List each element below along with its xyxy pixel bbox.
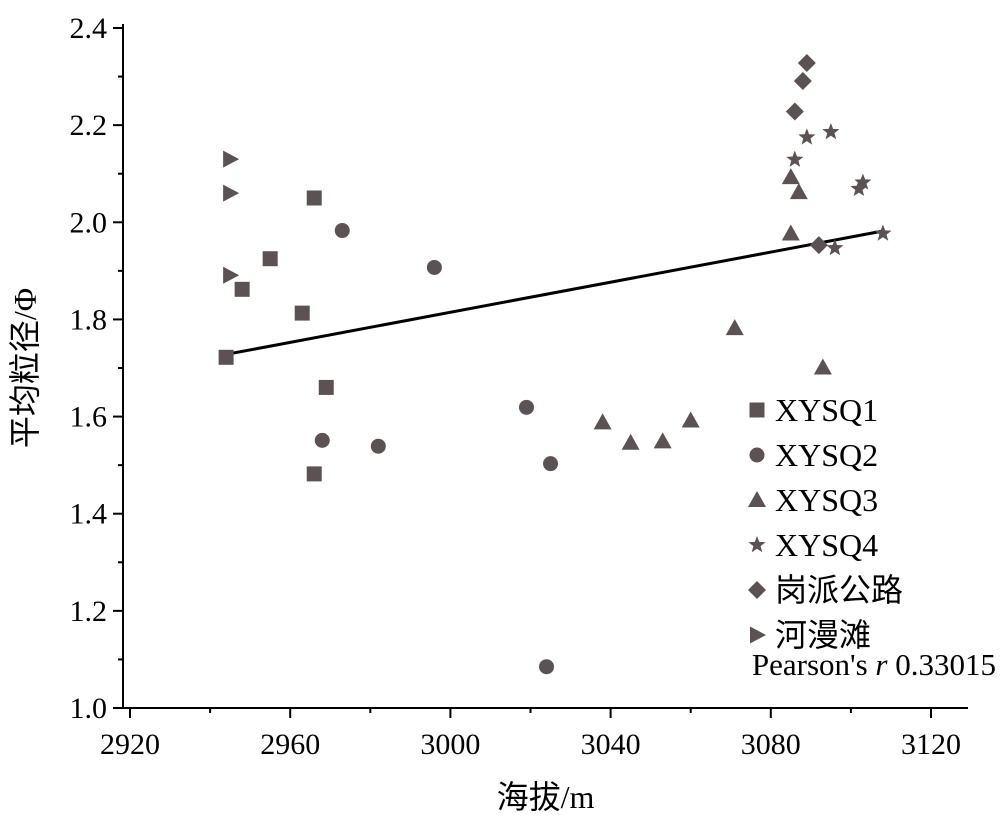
y-tick-label: 2.2 (70, 109, 108, 142)
point-triangle-right (223, 184, 240, 202)
point-circle (426, 259, 442, 275)
point-triangle (653, 432, 672, 449)
x-tick-label: 2920 (100, 728, 160, 761)
x-tick-label: 3120 (901, 728, 961, 761)
point-diamond (809, 236, 828, 255)
x-tick-label: 3040 (581, 728, 641, 761)
point-square (294, 305, 310, 321)
point-triangle (781, 224, 800, 241)
series-circle (314, 223, 559, 675)
plot-area: 2920 2960 3000 3040 3080 3120 1.0 1.2 1.4 1.6 1.8… (70, 12, 968, 761)
legend-marker-triangle-right (750, 626, 766, 644)
legend-item: XYSQ1 (749, 392, 878, 428)
series-triangle-right (223, 150, 240, 284)
legend-marker-circle (749, 447, 765, 463)
point-triangle (781, 168, 800, 185)
point-circle (543, 456, 559, 472)
y-tick-label: 1.8 (70, 303, 108, 336)
point-circle (518, 399, 534, 415)
fit-line (225, 229, 884, 356)
point-triangle (725, 319, 744, 336)
point-triangle (593, 413, 612, 430)
legend-item: 河漫滩 (750, 617, 871, 653)
y-tick-label: 1.0 (70, 692, 108, 725)
pearson-value: 0.33015 (888, 647, 997, 682)
y-tick-label: 1.2 (70, 595, 108, 628)
point-star (822, 122, 840, 140)
data-points (218, 53, 892, 675)
point-star (826, 239, 844, 256)
series-square (218, 190, 334, 482)
legend-label: 岗派公路 (775, 572, 903, 608)
point-square (306, 466, 322, 482)
point-diamond (785, 102, 804, 121)
legend-marker-square (749, 402, 765, 418)
point-triangle-right (223, 266, 240, 284)
point-diamond (793, 71, 812, 90)
y-axis-title: 平均粒径/Φ (7, 288, 43, 448)
point-square (234, 281, 250, 297)
y-tick-label: 2.4 (70, 12, 108, 45)
point-square (306, 190, 322, 206)
point-circle (334, 223, 350, 239)
legend-label: XYSQ4 (775, 527, 878, 563)
point-triangle (813, 358, 832, 375)
fit-line-group (225, 229, 884, 356)
series-star (786, 122, 892, 256)
y-tick-label: 1.4 (70, 498, 108, 531)
pearson-prefix: Pearson's (752, 647, 876, 682)
point-circle (539, 659, 555, 675)
point-circle (314, 432, 330, 448)
point-star (874, 224, 892, 241)
pearson-annotation: Pearson's r 0.33015 (752, 647, 996, 682)
legend-item: XYSQ4 (748, 527, 878, 563)
legend-label: XYSQ2 (775, 437, 878, 473)
y-tick-label: 2.0 (70, 206, 108, 239)
legend-label: XYSQ3 (775, 482, 878, 518)
legend-label: XYSQ1 (775, 392, 878, 428)
legend-label: 河漫滩 (775, 617, 871, 653)
point-star (798, 128, 816, 145)
y-tick-label: 1.6 (70, 401, 108, 434)
x-axis-ticks: 2920 2960 3000 3040 3080 3120 (100, 708, 961, 761)
point-square (218, 349, 234, 365)
legend-marker-diamond (748, 581, 766, 599)
legend-item: XYSQ2 (749, 437, 878, 473)
point-triangle (681, 411, 700, 428)
x-axis-title: 海拔/m (497, 779, 595, 815)
series-triangle (593, 168, 832, 450)
x-tick-label: 3000 (420, 728, 480, 761)
legend-marker-star (748, 536, 766, 553)
point-star (786, 150, 804, 167)
legend-marker-triangle (748, 491, 766, 507)
y-axis-ticks: 1.0 1.2 1.4 1.6 1.8 2.0 2.2 2.4 (70, 12, 123, 725)
point-triangle-right (223, 150, 240, 168)
x-tick-label: 3080 (741, 728, 801, 761)
legend-item: 岗派公路 (748, 572, 903, 608)
point-triangle (789, 183, 808, 200)
point-diamond (797, 53, 816, 72)
x-tick-label: 2960 (260, 728, 320, 761)
legend-item: XYSQ3 (748, 482, 878, 518)
point-square (262, 251, 278, 267)
point-square (318, 379, 334, 395)
point-triangle (621, 433, 640, 450)
pearson-variable: r (875, 647, 888, 682)
series-diamond (785, 53, 828, 255)
point-circle (370, 438, 386, 454)
point-star (854, 173, 872, 190)
